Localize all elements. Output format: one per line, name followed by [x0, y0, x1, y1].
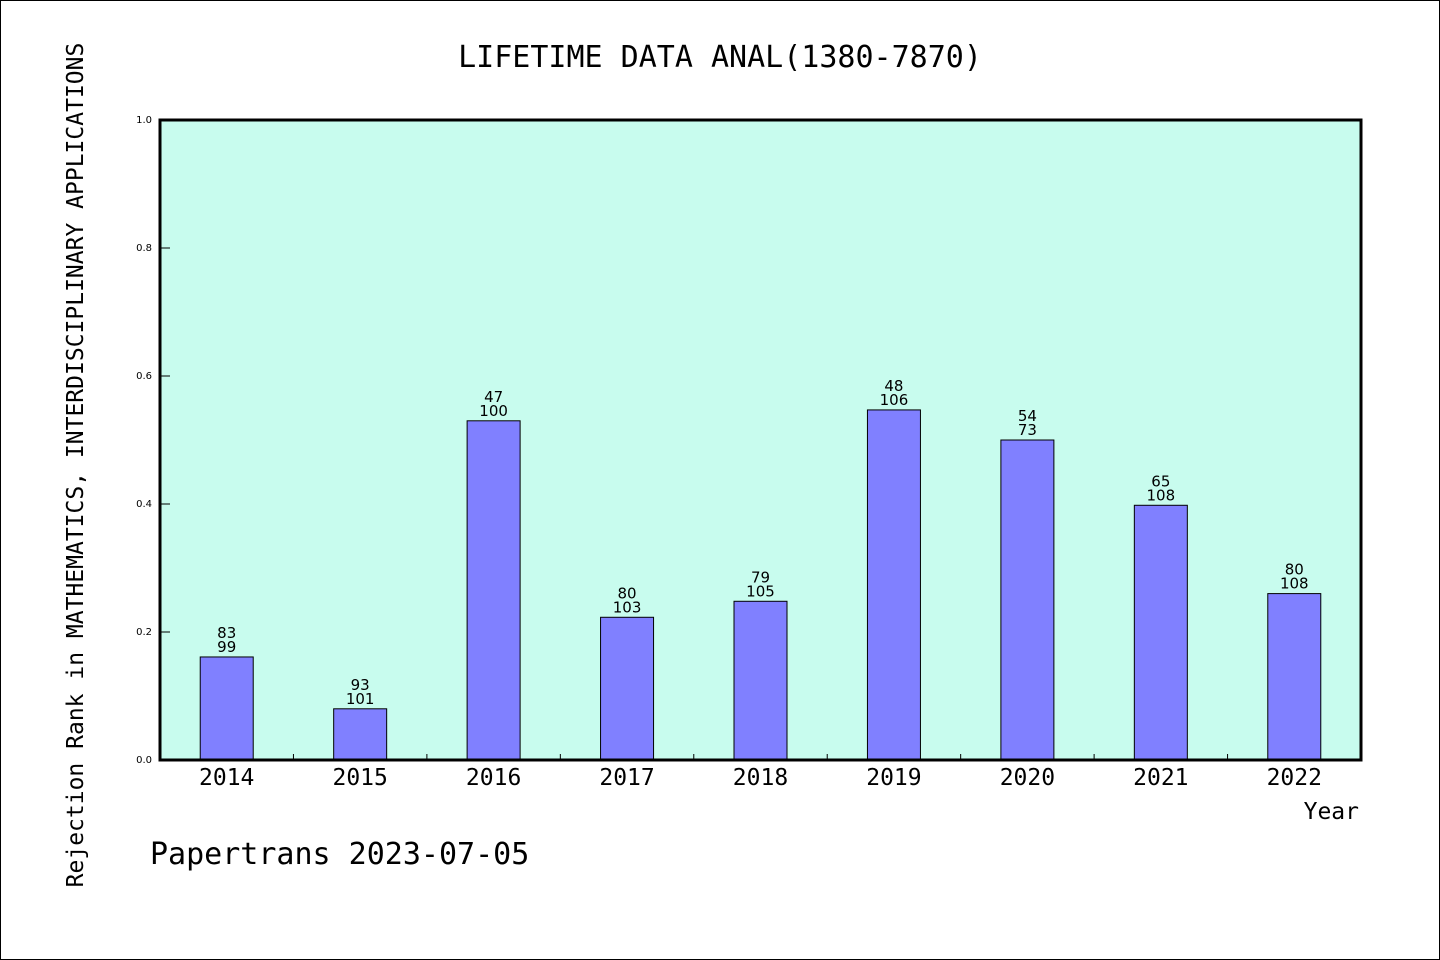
- bar-label-bottom: 101: [346, 690, 375, 708]
- bar-label-bottom: 108: [1147, 486, 1176, 504]
- bar: [333, 708, 388, 761]
- bar-label-bottom: 99: [217, 638, 236, 656]
- chart-title: LIFETIME DATA ANAL(1380-7870): [458, 40, 982, 75]
- y-axis-label: Rejection Rank in MATHEMATICS, INTERDISC…: [63, 43, 89, 888]
- bar: [466, 420, 521, 761]
- bar-label-top: 80: [618, 584, 637, 602]
- x-tick-label: 2016: [466, 765, 521, 791]
- bar-label-bottom: 73: [1018, 421, 1037, 439]
- x-tick-label: 2017: [599, 765, 654, 791]
- bar-label-bottom: 105: [746, 582, 775, 600]
- y-tick-label: 0.8: [136, 243, 152, 254]
- x-tick-label: 2020: [1000, 765, 1055, 791]
- x-tick-label: 2015: [332, 765, 387, 791]
- bar-label-top: 48: [884, 377, 903, 395]
- bar-label-bottom: 108: [1280, 575, 1309, 593]
- bar-label-bottom: 106: [880, 391, 909, 409]
- y-tick-label: 1.0: [136, 115, 152, 126]
- footer-text: Papertrans 2023-07-05: [150, 837, 529, 872]
- bar: [1000, 439, 1055, 761]
- bar-label-bottom: 100: [479, 402, 508, 420]
- plot-border: [158, 118, 1363, 762]
- bar-label-top: 47: [484, 388, 503, 406]
- bar-label-top: 93: [351, 676, 370, 694]
- x-tick-label: 2014: [199, 765, 254, 791]
- bar: [733, 600, 788, 761]
- y-tick-label: 0.6: [136, 371, 152, 382]
- x-tick-label: 2021: [1133, 765, 1188, 791]
- y-tick-label: 0.4: [136, 499, 152, 510]
- bar: [866, 409, 921, 761]
- bar-label-top: 54: [1018, 407, 1037, 425]
- x-tick-label: 2018: [733, 765, 788, 791]
- bar-label-top: 79: [751, 568, 770, 586]
- bars: 8399931014710080103791054810654736510880…: [199, 377, 1322, 761]
- bar: [199, 656, 254, 761]
- bar: [600, 616, 655, 761]
- x-tick-label: 2022: [1267, 765, 1322, 791]
- x-tick-label: 2019: [866, 765, 921, 791]
- bar: [1267, 593, 1322, 761]
- x-axis: 2014 2015 2016 2017 2018 2019 2020 2021 2022: [199, 754, 1322, 791]
- bar-label-bottom: 103: [613, 598, 642, 616]
- y-axis: 0.0 0.2 0.4 0.6 0.8 1.0: [136, 115, 170, 766]
- bar-label-top: 80: [1285, 561, 1304, 579]
- bar-label-top: 83: [217, 624, 236, 642]
- bar-label-top: 65: [1151, 472, 1170, 490]
- y-tick-label: 0.2: [136, 627, 152, 638]
- y-tick-label: 0.0: [136, 755, 152, 766]
- x-axis-label: Year: [1304, 799, 1359, 825]
- bar: [1133, 504, 1188, 761]
